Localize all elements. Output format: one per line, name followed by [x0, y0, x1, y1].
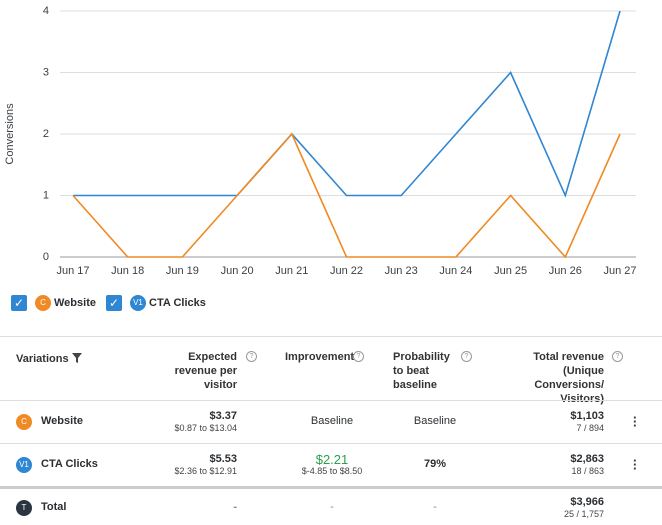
help-icon[interactable]: ?: [353, 351, 364, 362]
improvement: -: [272, 501, 392, 513]
header-variations: Variations: [16, 352, 69, 366]
legend-checkbox[interactable]: ✓: [106, 295, 122, 311]
revenue: -: [137, 501, 237, 513]
x-tick-label: Jun 24: [439, 265, 472, 277]
total-detail: 25 / 1,757: [484, 509, 604, 519]
row-badge: T: [16, 500, 32, 516]
header-revenue: Expected revenue per visitor: [157, 350, 237, 392]
header-improvement: Improvement: [285, 350, 354, 364]
row-badge: C: [16, 414, 32, 430]
probability: -: [375, 501, 495, 513]
legend-badge: V1: [130, 295, 146, 311]
header-probability: Probability to beat baseline: [393, 350, 459, 392]
legend-label: CTA Clicks: [149, 297, 206, 309]
probability: Baseline: [375, 415, 495, 427]
revenue-range: $2.36 to $12.91: [117, 466, 237, 476]
row-name: Website: [41, 415, 83, 427]
total: $1,103: [484, 410, 604, 422]
x-tick-label: Jun 20: [221, 265, 254, 277]
revenue: $3.37: [137, 410, 237, 422]
x-tick-label: Jun 27: [603, 265, 636, 277]
row-divider: [0, 443, 662, 444]
legend-label: Website: [54, 297, 96, 309]
chart: Conversions 0 1 2 3 4 Jun 17 Jun 18 Jun 19 Jun 2…: [0, 0, 662, 290]
improvement-range: $-4.85 to $8.50: [272, 466, 392, 476]
y-tick-label: 2: [43, 128, 49, 140]
legend-badge: C: [35, 295, 51, 311]
total: $2,863: [484, 453, 604, 465]
y-tick-label: 4: [43, 5, 49, 17]
y-tick-label: 0: [43, 251, 49, 263]
header-total: Total revenue (Unique Conversions/ Visit…: [500, 350, 604, 406]
row-badge: V1: [16, 457, 32, 473]
series-line: [73, 11, 620, 196]
y-tick-label: 3: [43, 66, 49, 78]
row-divider: [0, 400, 662, 401]
revenue-range: $0.87 to $13.04: [117, 423, 237, 433]
row-name: CTA Clicks: [41, 458, 98, 470]
divider: [0, 336, 662, 337]
total-detail: 18 / 863: [484, 466, 604, 476]
y-axis-label: Conversions: [4, 103, 16, 165]
revenue: $5.53: [137, 453, 237, 465]
help-icon[interactable]: ?: [246, 351, 257, 362]
total: $3,966: [484, 496, 604, 508]
improvement: $2.21: [272, 452, 392, 467]
probability: 79%: [375, 458, 495, 470]
x-tick-label: Jun 21: [275, 265, 308, 277]
x-tick-label: Jun 18: [111, 265, 144, 277]
total-detail: 7 / 894: [484, 423, 604, 433]
row-divider: [0, 486, 662, 489]
row-menu[interactable]: ···: [633, 416, 637, 428]
x-tick-label: Jun 22: [330, 265, 363, 277]
row-menu[interactable]: ···: [633, 459, 637, 471]
x-tick-label: Jun 26: [549, 265, 582, 277]
x-tick-label: Jun 25: [494, 265, 527, 277]
y-tick-label: 1: [43, 189, 49, 201]
help-icon[interactable]: ?: [461, 351, 472, 362]
filter-icon[interactable]: [72, 353, 82, 363]
row-name: Total: [41, 501, 66, 513]
help-icon[interactable]: ?: [612, 351, 623, 362]
x-tick-label: Jun 17: [56, 265, 89, 277]
x-tick-label: Jun 23: [385, 265, 418, 277]
legend-checkbox[interactable]: ✓: [11, 295, 27, 311]
x-tick-label: Jun 19: [166, 265, 199, 277]
improvement: Baseline: [272, 415, 392, 427]
